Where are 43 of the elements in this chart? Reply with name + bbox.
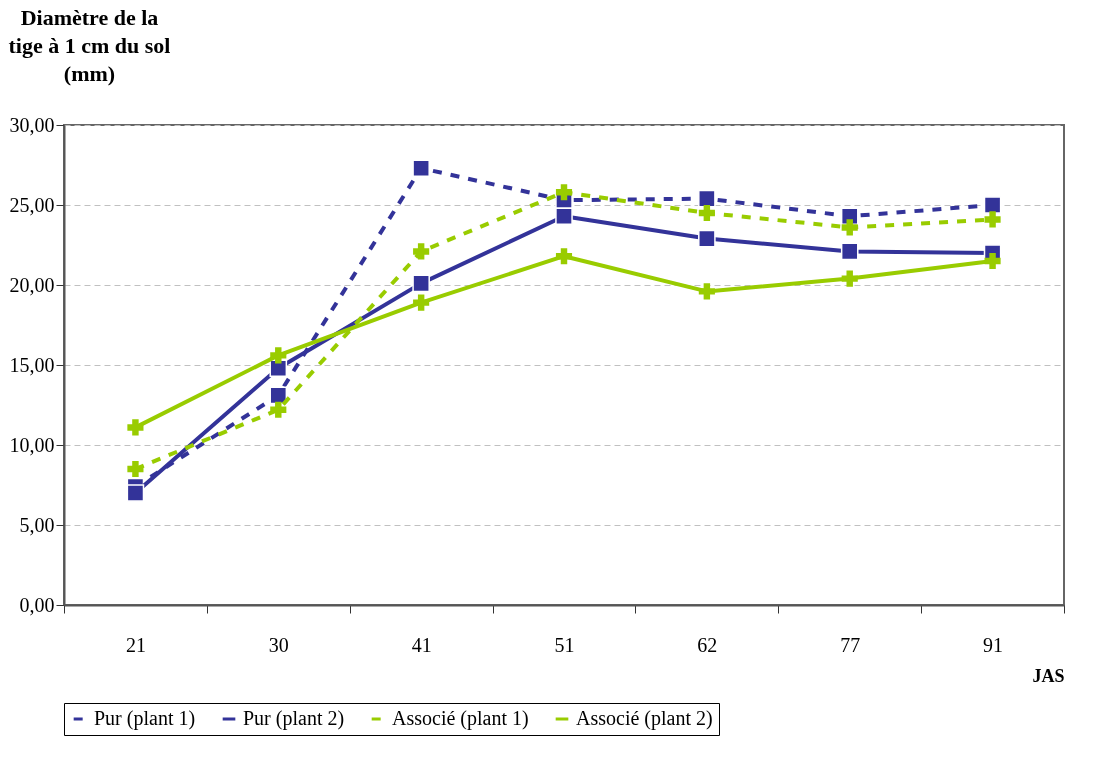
- point: [555, 248, 573, 265]
- point: [698, 229, 716, 248]
- point: [841, 219, 858, 236]
- y-tick-label: 5,00: [19, 513, 55, 536]
- x-tick-label: 30: [268, 633, 289, 656]
- y-tick-label: 15,00: [9, 353, 55, 376]
- point: [555, 184, 573, 201]
- x-tick-label: 41: [411, 633, 432, 656]
- point: [840, 242, 859, 261]
- point: [270, 347, 287, 364]
- point: [413, 294, 430, 311]
- y-tick-label: 10,00: [9, 433, 55, 456]
- point: [412, 274, 430, 293]
- point: [983, 196, 1002, 214]
- y-tick-label: 0,00: [19, 593, 55, 616]
- point: [269, 359, 288, 378]
- x-axis-title: JAS: [1032, 665, 1065, 686]
- point: [127, 460, 144, 478]
- point: [698, 189, 716, 208]
- legend-label: Associé (plant 1): [392, 707, 529, 730]
- point: [984, 252, 1001, 270]
- point: [127, 419, 144, 436]
- x-tick-label: 91: [983, 633, 1004, 656]
- legend-label: Pur (plant 2): [243, 707, 345, 730]
- legend-label: Pur (plant 1): [94, 707, 196, 730]
- y-axis-title: Diamètre de la tige à 1 cm du sol (mm): [8, 4, 171, 86]
- y-tick-label: 20,00: [9, 273, 55, 296]
- point: [698, 204, 715, 222]
- point: [126, 484, 145, 502]
- x-tick-label: 77: [840, 633, 861, 656]
- x-tick-label: 21: [125, 633, 146, 656]
- point: [841, 270, 858, 287]
- y-tick-label: 30,00: [9, 113, 55, 136]
- y-tick-label: 25,00: [9, 193, 55, 216]
- point: [412, 159, 430, 178]
- point: [984, 211, 1001, 228]
- point: [698, 283, 715, 300]
- point: [413, 243, 430, 260]
- x-tick-label: 62: [697, 633, 718, 656]
- legend-label: Associé (plant 2): [576, 707, 713, 730]
- x-tick-label: 51: [554, 633, 575, 656]
- point: [555, 207, 573, 226]
- point: [270, 401, 287, 418]
